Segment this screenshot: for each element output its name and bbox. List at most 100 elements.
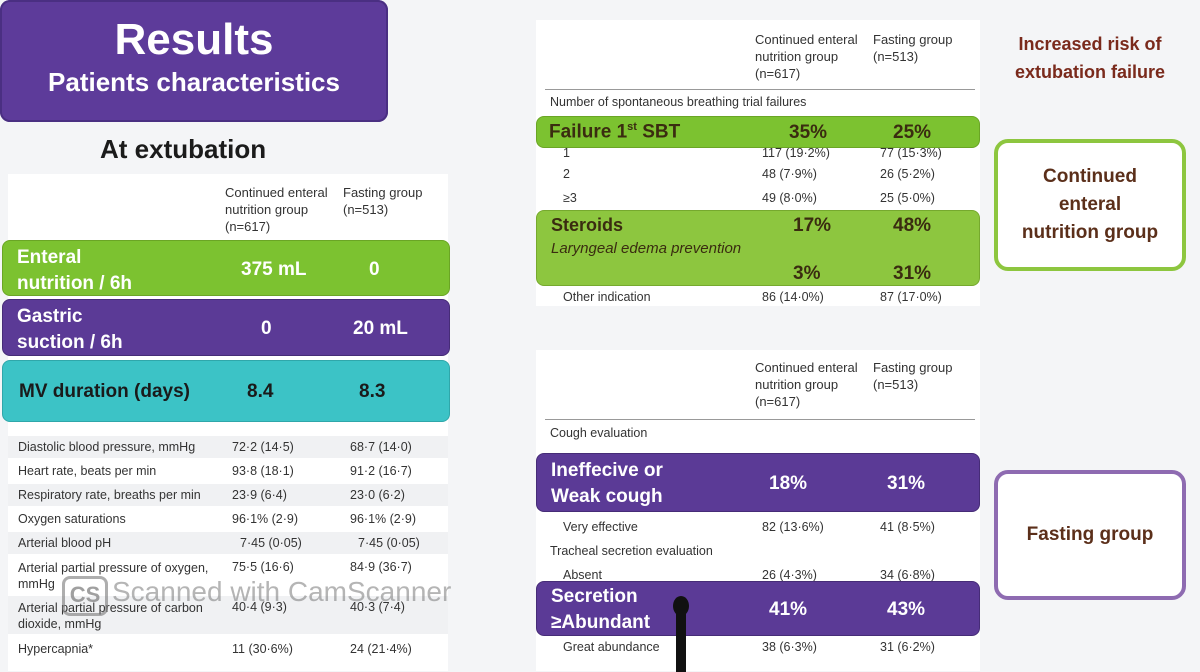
table-row-label: Heart rate, beats per min xyxy=(18,464,157,478)
divider xyxy=(545,89,975,90)
rb-col2-header: Fasting group (n=513) xyxy=(873,359,953,393)
mv-label: MV duration (days) xyxy=(19,381,191,402)
table-row-value: 7·45 (0·05) xyxy=(240,536,302,550)
secretion-highlight: Secretion ≥Abundant 41% 43% xyxy=(536,581,980,636)
table-row-value: 24 (21·4%) xyxy=(350,642,412,656)
table-row-value: 34 (6·8%) xyxy=(880,568,935,582)
failure-label: Failure 1st SBT xyxy=(549,121,680,143)
table-row-value: 40·3 (7·4) xyxy=(350,600,405,614)
left-col2-line: (n=513) xyxy=(343,202,389,217)
table-row-label: Arterial blood pH xyxy=(18,536,112,550)
table-row-label: Arterial partial pressure of oxygen, mmH… xyxy=(18,561,209,591)
rt-col2-header: Fasting group (n=513) xyxy=(873,31,953,65)
cough-highlight: Ineffecive or Weak cough 18% 31% xyxy=(536,453,980,512)
steroids-sub-label: Laryngeal edema prevention xyxy=(551,240,742,257)
table-row-value: 25 (5·0%) xyxy=(880,191,935,205)
risk-label-line: Increased risk of xyxy=(1018,34,1162,54)
failure-sbt-highlight: Failure 1st SBT 35% 25% xyxy=(536,116,980,148)
box1-line: nutrition group xyxy=(1021,222,1159,243)
steroids-sub-value-1: 3% xyxy=(793,263,821,284)
fasting-group-box: Fasting group xyxy=(994,470,1186,600)
rb-cough-section: Cough evaluation xyxy=(550,426,648,440)
table-row-value: 96·1% (2·9) xyxy=(350,512,416,526)
table-row-value: 84·9 (36·7) xyxy=(350,560,412,574)
table-row-label: Very effective xyxy=(563,520,638,534)
rb-col2-line: (n=513) xyxy=(873,377,919,392)
left-col2-line: Fasting group xyxy=(343,185,423,200)
failure-value-2: 25% xyxy=(893,122,932,143)
table-row-value: 40·4 (9·3) xyxy=(232,600,287,614)
rt-col1-line: (n=617) xyxy=(755,66,801,81)
table-row-value: 31 (6·2%) xyxy=(880,640,935,654)
rt-col1-line: nutrition group xyxy=(755,49,839,64)
table-row-value: 93·8 (18·1) xyxy=(232,464,294,478)
gastric-value-1: 0 xyxy=(261,318,272,339)
steroids-value-1: 17% xyxy=(793,215,832,236)
table-row-label: Absent xyxy=(563,568,602,582)
rt-section-label: Number of spontaneous breathing trial fa… xyxy=(550,95,807,109)
secretion-value-2: 43% xyxy=(887,599,926,620)
table-row-value: 77 (15·3%) xyxy=(880,146,942,160)
table-row-label: Hypercapnia* xyxy=(18,642,94,656)
cough-value-2: 31% xyxy=(887,473,926,494)
table-row-value: 68·7 (14·0) xyxy=(350,440,412,454)
table-row-value: 96·1% (2·9) xyxy=(232,512,298,526)
table-row-value: 7·45 (0·05) xyxy=(358,536,420,550)
table-row-label: Great abundance xyxy=(563,640,660,654)
rt-col1-line: Continued enteral xyxy=(755,32,858,47)
rb-col1-line: (n=617) xyxy=(755,394,801,409)
table-row-label: 1 xyxy=(563,146,570,160)
table-row-value: 86 (14·0%) xyxy=(762,290,824,304)
title-box: Results Patients characteristics xyxy=(0,0,388,122)
rb-col2-line: Fasting group xyxy=(873,360,953,375)
table-row-value: 87 (17·0%) xyxy=(880,290,942,304)
left-subhead: At extubation xyxy=(100,134,267,164)
table-row-value: 38 (6·3%) xyxy=(762,640,817,654)
table-row-label: 2 xyxy=(563,167,570,181)
pen-shape xyxy=(676,598,686,672)
rt-col1-header: Continued enteral nutrition group (n=617… xyxy=(755,31,858,82)
risk-label-line: extubation failure xyxy=(1014,62,1166,82)
gastric-value-2: 20 mL xyxy=(353,318,408,339)
left-col1-line: Continued enteral xyxy=(225,185,328,200)
table-row-value: 26 (5·2%) xyxy=(880,167,935,181)
enteral-label: Enteral xyxy=(17,247,82,268)
table-row-value: 91·2 (16·7) xyxy=(350,464,412,478)
secretion-label: ≥Abundant xyxy=(551,612,651,633)
table-row-value: 49 (8·0%) xyxy=(762,191,817,205)
failure-label-text: Failure 1 xyxy=(549,121,628,143)
title-sub: Patients characteristics xyxy=(48,67,340,97)
rt-col2-line: (n=513) xyxy=(873,49,919,64)
camscanner-logo: CS xyxy=(62,576,108,616)
mv-value-2: 8.3 xyxy=(359,381,386,402)
left-col1-header: Continued enteral nutrition group (n=617… xyxy=(225,184,328,235)
left-col1-line: nutrition group xyxy=(225,202,309,217)
steroids-highlight: Steroids 17% 48% Laryngeal edema prevent… xyxy=(536,210,980,286)
failure-value-1: 35% xyxy=(789,122,828,143)
table-row-value: 26 (4·3%) xyxy=(762,568,817,582)
steroids-label: Steroids xyxy=(551,215,624,235)
rb-col1-line: nutrition group xyxy=(755,377,839,392)
box2-label: Fasting group xyxy=(1026,524,1154,545)
failure-label-end: SBT xyxy=(636,121,681,143)
enteral-value-1: 375 mL xyxy=(241,259,307,280)
table-row-label: Oxygen saturations xyxy=(18,512,126,526)
row-stripe xyxy=(8,532,448,554)
table-row-label: Diastolic blood pressure, mmHg xyxy=(18,440,196,454)
steroids-value-2: 48% xyxy=(893,215,932,236)
rt-col2-line: Fasting group xyxy=(873,32,953,47)
gastric-label: suction / 6h xyxy=(17,332,123,353)
cough-value-1: 18% xyxy=(769,473,808,494)
gastric-label: Gastric xyxy=(17,306,83,327)
row-stripe xyxy=(8,484,448,506)
steroids-sub-value-2: 31% xyxy=(893,263,932,284)
table-row-value: 75·5 (16·6) xyxy=(232,560,294,574)
box1-line: Continued xyxy=(1043,166,1137,187)
cough-label: Ineffecive or xyxy=(551,460,663,481)
risk-label: Increased risk of extubation failure xyxy=(990,30,1190,86)
gastric-suction-highlight: Gastric suction / 6h 0 20 mL xyxy=(2,299,450,356)
continued-enteral-box: Continued enteral nutrition group xyxy=(994,139,1186,271)
mv-duration-highlight: MV duration (days) 8.4 8.3 xyxy=(2,360,450,422)
table-row-label: ≥3 xyxy=(563,191,577,205)
left-col1-line: (n=617) xyxy=(225,219,271,234)
